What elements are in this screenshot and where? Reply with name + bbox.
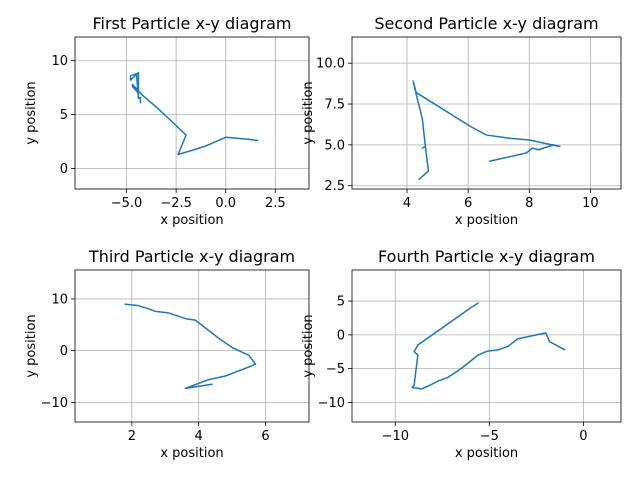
x-tick-label: 10 [582,196,599,211]
x-axis-label: x position [160,446,223,461]
plot-title: Second Particle x-y diagram [374,14,598,33]
y-tick-label: −5 [326,362,345,377]
x-axis-label: x position [455,446,518,461]
x-axis-label: x position [160,213,223,228]
plot-title: Fourth Particle x-y diagram [378,247,595,266]
x-tick-label: 4 [403,196,411,211]
x-tick-label: 6 [261,429,269,444]
x-axis-label: x position [455,213,518,228]
x-tick-label: 2.5 [265,196,286,211]
x-tick-label: −10 [382,429,409,444]
y-tick-label: 0 [337,328,345,343]
plot-area [352,270,621,422]
trajectory-line [412,80,561,180]
y-tick-label: 0 [60,344,68,359]
y-tick-label: 5 [337,295,345,310]
subplot-4: −10 −5 0 −10 −5 0 5 Fourth Particle x-y diagram… [301,247,622,461]
y-tick-label: 7.5 [324,98,345,113]
x-tick-label: 2 [128,429,136,444]
y-tick-label: 5.0 [324,138,345,153]
plot-area [75,37,309,189]
x-tick-label: 6 [464,196,472,211]
x-tick-label: 0 [579,429,587,444]
trajectory-line [129,71,259,156]
axes-frame [74,269,310,423]
y-tick-label: 10.0 [316,57,345,72]
y-axis-label: y position [24,81,39,144]
x-tick-label: −5.0 [111,196,143,211]
y-tick-label: 5 [60,108,68,123]
x-tick-label: 8 [525,196,533,211]
y-tick-label: 2.5 [324,179,345,194]
x-tick-label: 0.0 [215,196,236,211]
plot-area [352,37,621,189]
plot-title: First Particle x-y diagram [92,14,291,33]
x-tick-label: 4 [195,429,203,444]
y-tick-label: 10 [51,54,68,69]
y-tick-label: −10 [41,396,68,411]
subplot-1: −5.0 −2.5 0.0 2.5 0 5 10 First Particle x-y dia… [24,14,310,228]
plot-title: Third Particle x-y diagram [88,247,295,266]
axes-frame [351,269,622,423]
y-tick-label: 10 [51,292,68,307]
y-axis-label: y position [301,314,316,377]
y-axis-label: y position [24,314,39,377]
y-axis-label: y position [301,81,316,144]
trajectory-line [411,302,566,390]
x-tick-label: −5 [480,429,499,444]
y-tick-label: 0 [60,162,68,177]
subplot-3: 2 4 6 −10 0 10 Third Particle x-y diagram x pos… [24,247,310,461]
plot-area [75,270,309,422]
axes-frame [74,36,310,190]
y-tick-label: −10 [318,396,345,411]
trajectory-line [124,303,257,390]
axes-frame [351,36,622,190]
subplot-2: 4 6 8 10 2.5 5.0 7.5 10.0 Second Particle x-y di… [301,14,622,228]
x-tick-label: −2.5 [160,196,192,211]
